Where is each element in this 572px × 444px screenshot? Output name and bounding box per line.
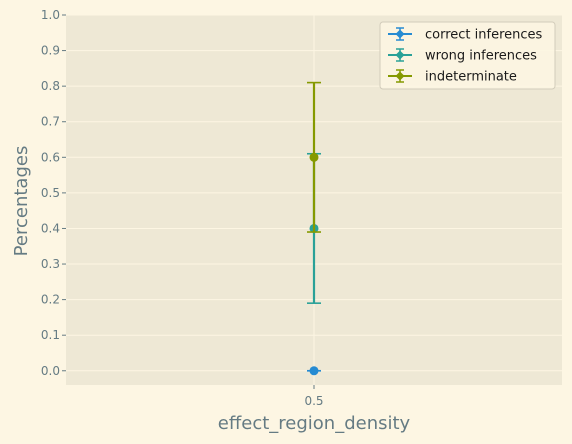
y-tick-label: 0.0 (41, 364, 60, 378)
legend-marker (395, 71, 405, 81)
legend-marker (395, 29, 405, 39)
data-point (309, 366, 319, 376)
legend-box (379, 21, 556, 90)
y-axis-ticks: 0.0 0.1 0.2 0.3 0.4 0.5 0.6 0.7 0.8 0.9 1.0 (41, 8, 66, 378)
x-axis-label: effect_region_density (218, 413, 411, 434)
y-tick-label: 1.0 (41, 8, 60, 22)
series-correct-inferences (307, 366, 321, 376)
data-point (309, 152, 319, 162)
y-tick-label: 0.9 (41, 44, 60, 58)
y-tick-label: 0.1 (41, 328, 60, 342)
y-axis-label: Percentages (11, 146, 32, 257)
legend-label: wrong inferences (425, 49, 537, 64)
y-tick-label: 0.2 (41, 293, 60, 307)
y-tick-label: 0.7 (41, 115, 60, 129)
y-tick-label: 0.4 (41, 221, 60, 235)
legend-label: correct inferences (425, 28, 543, 43)
x-axis-ticks: 0.5 (304, 385, 324, 408)
legend-marker (395, 50, 405, 60)
series-indeterminate (307, 81, 321, 233)
legend: correct inferences wrong inferences indete… (379, 21, 556, 90)
data-series (307, 81, 321, 376)
y-tick-label: 0.5 (41, 186, 60, 200)
legend-item: indeterminate (388, 69, 517, 85)
legend-item: wrong inferences (388, 48, 537, 64)
legend-label: indeterminate (425, 70, 517, 85)
x-tick-label: 0.5 (304, 394, 323, 408)
y-tick-label: 0.3 (41, 257, 60, 271)
legend-item: correct inferences (388, 27, 543, 43)
y-tick-label: 0.8 (41, 79, 60, 93)
y-tick-label: 0.6 (41, 150, 60, 164)
